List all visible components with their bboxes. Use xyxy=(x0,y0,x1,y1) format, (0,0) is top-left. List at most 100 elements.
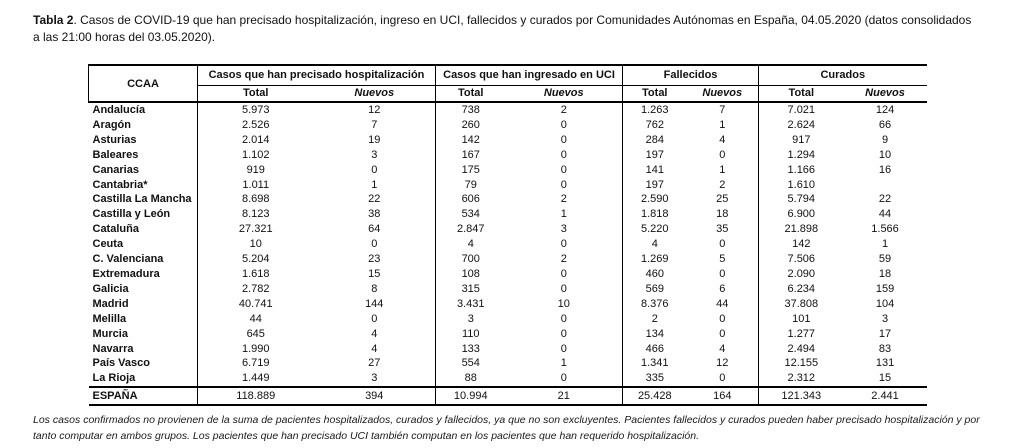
total-cell: 1.166 xyxy=(758,162,844,178)
total-cell: 2 xyxy=(622,311,687,327)
subheader-total: Total xyxy=(758,85,844,103)
total-cell: 554 xyxy=(435,356,506,372)
table-row: Canarias 919 0 175 0 141 1 1.166 16 xyxy=(88,162,927,178)
nuevos-cell: 1 xyxy=(560,357,567,370)
nuevos-cell: 44 xyxy=(716,297,729,310)
nuevos-cell: 1 xyxy=(560,208,567,221)
nuevos-cell: 0 xyxy=(371,312,378,325)
nuevos-cell: 2 xyxy=(719,178,726,191)
table-row: Ceuta 10 0 4 0 4 0 142 1 xyxy=(88,237,927,253)
group-header-row: CCAA Casos que han precisado hospitaliza… xyxy=(88,64,927,103)
table-row: Cataluña 27.321 64 2.847 3 5.220 35 21.898 1.566 xyxy=(88,222,927,238)
total-cell: 606 xyxy=(435,192,506,208)
nuevos-cell: 66 xyxy=(878,118,892,131)
total-cell: 1.263 xyxy=(622,102,687,118)
total-cell: 118.889 xyxy=(197,386,314,407)
nuevos-cell: 15 xyxy=(878,372,892,385)
nuevos-cell: 10 xyxy=(557,297,570,310)
nuevos-cell: 16 xyxy=(878,163,892,176)
subheader-nuevos: Nuevos xyxy=(843,85,927,103)
nuevos-cell: 2 xyxy=(560,104,567,116)
ccaa-cell: Cantabria* xyxy=(88,177,198,193)
table-caption-text: . Casos de COVID-19 que han precisado ho… xyxy=(33,13,972,44)
nuevos-cell: 8 xyxy=(371,282,378,295)
nuevos-cell: 6 xyxy=(719,282,726,295)
nuevos-cell: 25 xyxy=(716,193,729,206)
footnote: Los casos confirmados no provienen de la… xyxy=(33,414,980,442)
nuevos-cell: 17 xyxy=(878,327,892,340)
group-header-hospitalizacion: Casos que han precisado hospitalización xyxy=(197,64,436,86)
nuevos-cell: 0 xyxy=(560,342,567,355)
ccaa-cell: Extremadura xyxy=(88,266,198,282)
table-row: Melilla 44 0 3 0 2 0 101 3 xyxy=(88,311,927,327)
nuevos-cell: 0 xyxy=(719,267,726,280)
nuevos-cell: 18 xyxy=(878,267,892,280)
total-cell: 8.376 xyxy=(622,296,687,312)
total-cell: 5.204 xyxy=(197,252,314,267)
total-cell: 1.618 xyxy=(197,266,314,282)
total-cell: 1.011 xyxy=(197,177,314,193)
nuevos-cell: 18 xyxy=(716,208,729,221)
nuevos-cell: 0 xyxy=(560,178,567,191)
total-cell: 460 xyxy=(622,266,687,282)
nuevos-cell: 1 xyxy=(371,178,378,191)
table-caption: Tabla 2. Casos de COVID-19 que han preci… xyxy=(33,12,978,45)
ccaa-cell: Galicia xyxy=(88,281,198,297)
subheader-total: Total xyxy=(197,85,314,103)
subheader-nuevos: Nuevos xyxy=(505,85,623,103)
table-row: Cantabria* 1.011 1 79 0 197 2 1.610 xyxy=(88,177,927,193)
total-cell: 1.277 xyxy=(758,326,844,342)
ccaa-cell: Navarra xyxy=(88,341,198,357)
total-cell: 2.847 xyxy=(435,222,506,238)
table-row: Asturias 2.014 19 142 0 284 4 917 9 xyxy=(88,132,927,148)
total-cell: 8.698 xyxy=(197,192,314,208)
nuevos-cell: 4 xyxy=(371,327,378,340)
total-cell: 7.021 xyxy=(758,102,844,118)
nuevos-cell: 27 xyxy=(368,357,381,370)
nuevos-cell: 22 xyxy=(878,193,892,206)
ccaa-cell: Andalucía xyxy=(88,102,198,118)
total-cell: 167 xyxy=(435,147,506,163)
total-cell: 1.269 xyxy=(622,252,687,267)
ccaa-cell: Baleares xyxy=(88,147,198,163)
nuevos-cell: 3 xyxy=(371,148,378,161)
total-cell: 645 xyxy=(197,326,314,342)
total-cell: 110 xyxy=(435,326,506,342)
table-row: Murcia 645 4 110 0 134 0 1.277 17 xyxy=(88,326,927,342)
nuevos-cell: 0 xyxy=(560,133,567,146)
nuevos-cell: 0 xyxy=(560,163,567,176)
total-cell: 197 xyxy=(622,177,687,193)
nuevos-cell: 0 xyxy=(371,163,378,176)
total-cell: 1.990 xyxy=(197,341,314,357)
total-cell: 2.526 xyxy=(197,117,314,133)
total-cell: 142 xyxy=(435,132,506,148)
nuevos-cell: 0 xyxy=(719,372,726,385)
total-cell: 2.090 xyxy=(758,266,844,282)
nuevos-cell: 0 xyxy=(560,118,567,131)
nuevos-cell: 2.441 xyxy=(843,386,927,407)
table-row: Aragón 2.526 7 260 0 762 1 2.624 66 xyxy=(88,117,927,133)
total-cell: 1.449 xyxy=(197,371,314,388)
subheader-total: Total xyxy=(435,85,506,103)
total-cell: 5.220 xyxy=(622,222,687,238)
total-cell: 4 xyxy=(435,237,506,253)
nuevos-cell: 0 xyxy=(560,148,567,161)
total-cell: 569 xyxy=(622,281,687,297)
nuevos-cell: 0 xyxy=(560,282,567,295)
nuevos-cell: 21 xyxy=(505,386,623,407)
nuevos-cell xyxy=(844,178,927,193)
ccaa-cell: Castilla y León xyxy=(88,207,198,223)
table-row: Galicia 2.782 8 315 0 569 6 6.234 159 xyxy=(88,281,927,297)
total-cell: 133 xyxy=(435,341,506,357)
nuevos-cell: 5 xyxy=(719,253,726,266)
total-cell: 197 xyxy=(622,147,687,163)
total-cell: 5.794 xyxy=(758,192,844,208)
total-cell: 2.494 xyxy=(758,341,844,357)
total-cell: 260 xyxy=(435,117,506,133)
nuevos-cell: 19 xyxy=(368,133,381,146)
nuevos-cell: 144 xyxy=(365,297,384,310)
nuevos-cell: 0 xyxy=(371,238,378,251)
total-cell: 6.719 xyxy=(197,356,314,372)
total-cell: 134 xyxy=(622,326,687,342)
nuevos-cell: 1 xyxy=(719,163,726,176)
